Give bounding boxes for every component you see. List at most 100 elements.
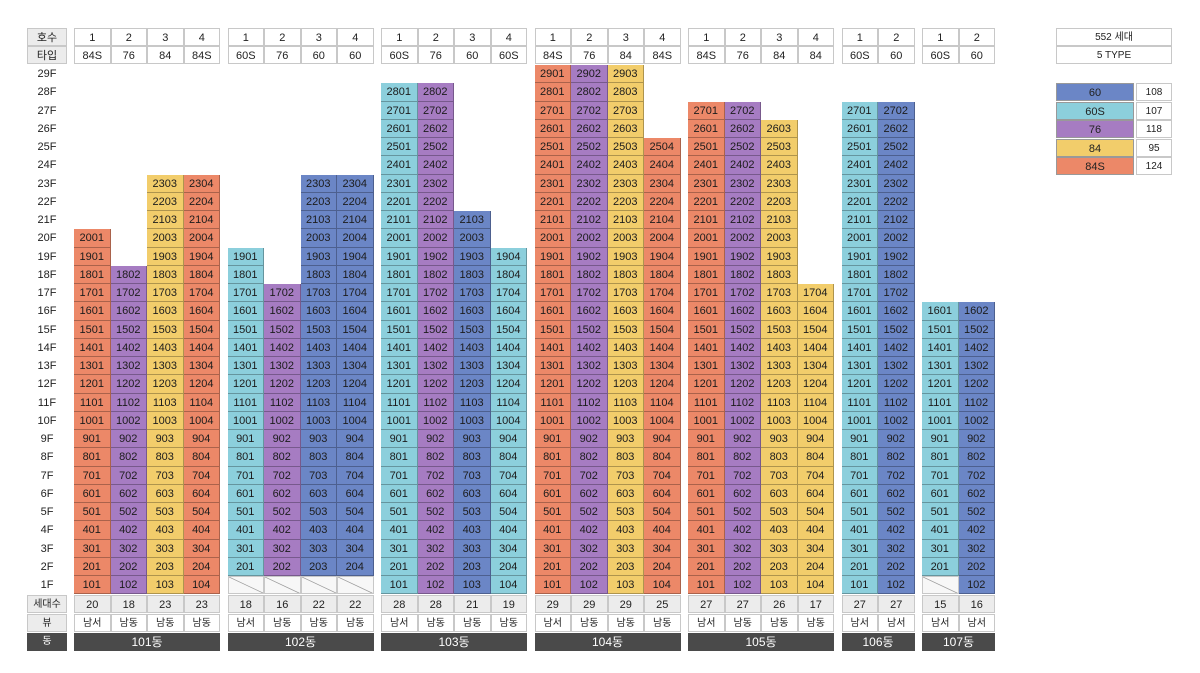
unit-cell: 1001 [841,411,878,430]
unit-cell: 602 [878,484,915,503]
legend-swatch: 76 [1056,120,1134,138]
floor-label: 28F [37,86,57,99]
unit-cell: 804 [490,448,527,467]
unit-cell: 304 [337,539,374,558]
unit-cell: 403 [300,521,337,540]
unit-cell: 603 [761,484,798,503]
view-direction: 남동 [337,614,374,633]
unit-cell: 402 [417,521,454,540]
unit-cell: 2702 [571,101,608,120]
unit-cell: 201 [227,557,264,576]
unit-cell: 1103 [300,393,337,412]
view-direction: 남서 [688,614,725,633]
unit-cell: 1402 [724,338,761,357]
unit-cell: 801 [74,448,111,467]
unit-cell: 1601 [227,302,264,321]
unit-cell: 1801 [534,265,571,284]
view-direction: 남서 [227,614,264,633]
unit-cell: 2303 [607,174,644,193]
line-number: 1 [534,28,571,46]
unit-cell: 1604 [183,302,220,321]
unit-cell: 302 [878,539,915,558]
unit-cell: 1304 [644,357,681,376]
floor-label: 11F [37,396,57,409]
floor-label: 13F [37,360,57,372]
unit-cell: 1601 [381,302,418,321]
unit-cell: 1101 [381,393,418,412]
unit-cell: 104 [797,576,834,595]
line-type: 76 [110,46,147,64]
unit-cell: 1002 [878,411,915,430]
unit-cell: 403 [454,521,491,540]
units-count: 23 [183,595,220,614]
legend-swatch: 60S [1056,101,1134,120]
units-count: 29 [534,595,571,614]
unit-cell: 1903 [454,247,491,266]
unit-cell: 1304 [490,357,527,376]
unit-cell: 502 [110,503,147,522]
unit-cell: 2401 [381,156,418,175]
label-hosu: 호수 [27,28,67,46]
legend-count: 118 [1136,120,1172,138]
unit-cell: 604 [183,484,220,503]
unit-cell: 1701 [381,284,418,303]
unit-cell: 2801 [381,83,418,102]
unit-cell: 402 [878,521,915,540]
unit-cell: 704 [644,466,681,485]
unit-cell: 904 [644,430,681,449]
unit-cell: 104 [644,576,681,595]
unit-cell: 1402 [110,338,147,357]
unit-cell: 601 [227,484,264,503]
unit-cell: 1403 [300,338,337,357]
line-type: 60S [227,46,264,64]
unit-cell: 603 [147,484,184,503]
floor-label: 12F [37,378,57,391]
unit-cell: 2201 [534,192,571,211]
unit-cell: 202 [878,557,915,576]
unit-cell: 2602 [878,119,915,138]
unit-cell: 1704 [644,284,681,303]
unit-cell: 1803 [761,265,798,284]
unit-cell: 1901 [381,247,418,266]
unit-cell: 1701 [227,284,264,303]
unit-cell: 1401 [381,338,418,357]
unit-cell: 803 [300,448,337,467]
unit-cell: 801 [688,448,725,467]
floor-label: 15F [37,323,57,336]
unit-cell: 1704 [183,284,220,303]
unit-cell: 1102 [724,393,761,412]
unit-cell: 402 [958,521,995,540]
unit-cell: 1304 [797,357,834,376]
unit-cell: 2001 [688,229,725,248]
unit-cell: 2302 [417,174,454,193]
unit-cell: 1002 [724,411,761,430]
unit-cell: 2001 [534,229,571,248]
pilotis-hatch [922,576,958,594]
unit-cell: 1903 [300,247,337,266]
unit-cell: 503 [300,503,337,522]
unit-cell: 1001 [74,411,111,430]
unit-cell: 704 [183,466,220,485]
unit-cell: 1602 [878,302,915,321]
unit-cell: 304 [797,539,834,558]
unit-cell: 602 [571,484,608,503]
units-count: 28 [381,595,418,614]
unit-cell: 1502 [958,320,995,339]
unit-cell: 1601 [922,302,959,321]
legend-count: 124 [1136,157,1172,175]
unit-cell: 2602 [417,119,454,138]
line-type: 60S [381,46,418,64]
unit-cell: 1301 [534,357,571,376]
unit-cell: 303 [607,539,644,558]
line-number: 3 [607,28,644,46]
unit-cell: 1001 [534,411,571,430]
unit-cell: 1702 [110,284,147,303]
view-direction: 남서 [534,614,571,633]
unit-cell: 1301 [74,357,111,376]
unit-cell: 902 [264,430,301,449]
line-number: 2 [264,28,301,46]
unit-cell: 203 [147,557,184,576]
unit-cell: 101 [381,576,418,595]
unit-cell: 1804 [490,265,527,284]
unit-cell: 1002 [417,411,454,430]
